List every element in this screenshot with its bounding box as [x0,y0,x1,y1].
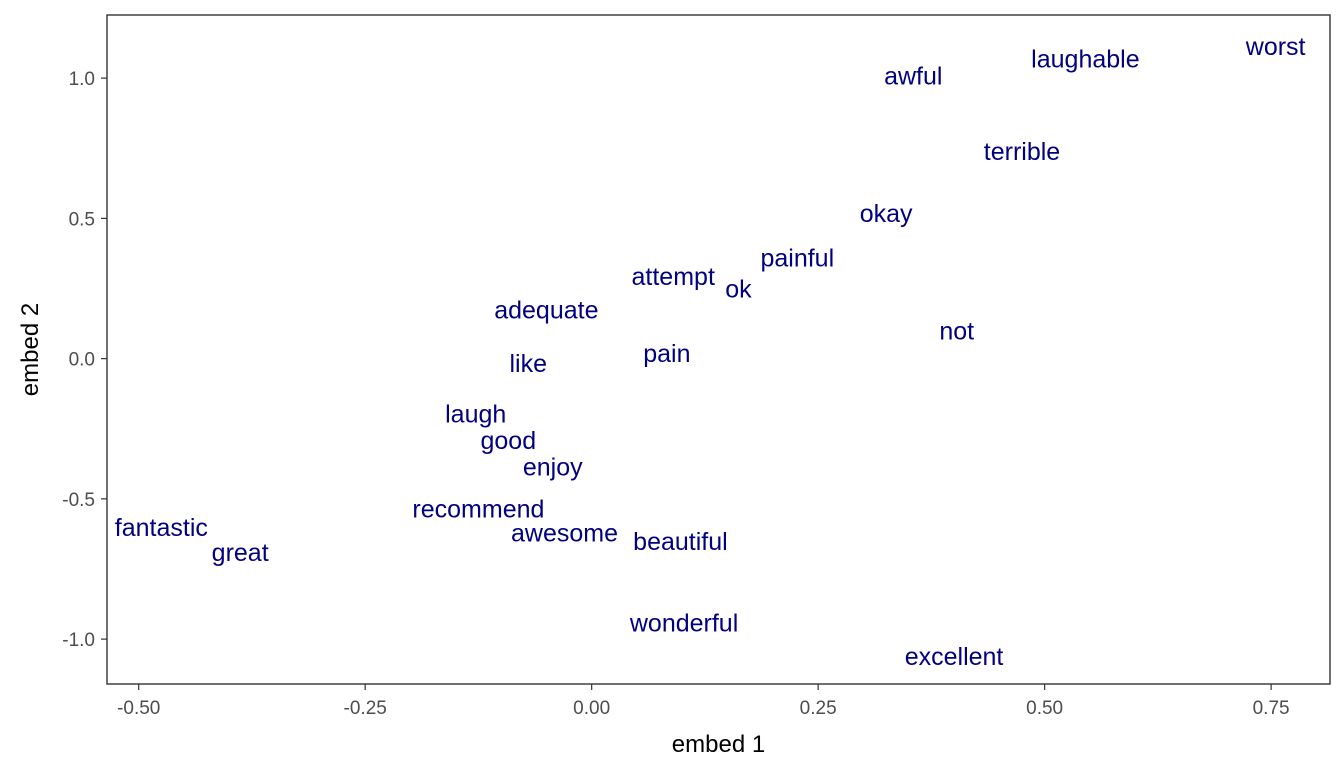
point-label-ok: ok [725,275,752,303]
point-label-wonderful: wonderful [629,609,738,637]
point-label-pain: pain [643,340,690,368]
y-axis-title: embed 2 [17,303,44,396]
x-tick-label: -0.50 [117,698,160,719]
point-label-painful: painful [760,245,834,273]
x-axis-title: embed 1 [672,731,765,758]
point-label-okay: okay [860,200,913,228]
point-label-terrible: terrible [984,138,1060,166]
x-tick-label: 0.00 [573,698,610,719]
y-tick-label: -1.0 [62,630,95,651]
point-label-excellent: excellent [905,643,1004,671]
ticks-layer: -0.50 -0.25 0.00 0.25 0.50 0.75 -1.0 -0.5 0.0 0.5… [62,69,1289,719]
y-tick-label: -0.5 [62,490,95,511]
points-layer: worst laughable awful terrible okay painful at… [115,33,1306,671]
point-label-fantastic: fantastic [115,514,208,542]
x-tick-label: 0.75 [1253,698,1290,719]
x-tick-label: 0.50 [1026,698,1063,719]
point-label-awesome: awesome [511,520,618,548]
point-label-great: great [212,539,269,567]
point-label-attempt: attempt [632,263,715,291]
point-label-adequate: adequate [494,297,598,325]
plot-panel-border [106,14,1331,685]
point-label-laughable: laughable [1031,45,1139,73]
y-tick-label: 0.0 [69,350,95,371]
point-label-good: good [481,427,537,455]
point-label-awful: awful [884,62,942,90]
point-label-beautiful: beautiful [633,528,728,556]
x-tick-label: -0.25 [344,698,387,719]
point-label-worst: worst [1245,33,1306,61]
point-label-like: like [509,350,547,378]
y-tick-label: 0.5 [69,209,95,230]
point-label-laugh: laugh [445,400,506,428]
x-tick-label: 0.25 [800,698,837,719]
point-label-not: not [939,318,974,346]
point-label-enjoy: enjoy [523,454,583,482]
y-tick-label: 1.0 [69,69,95,90]
point-label-recommend: recommend [412,496,544,524]
